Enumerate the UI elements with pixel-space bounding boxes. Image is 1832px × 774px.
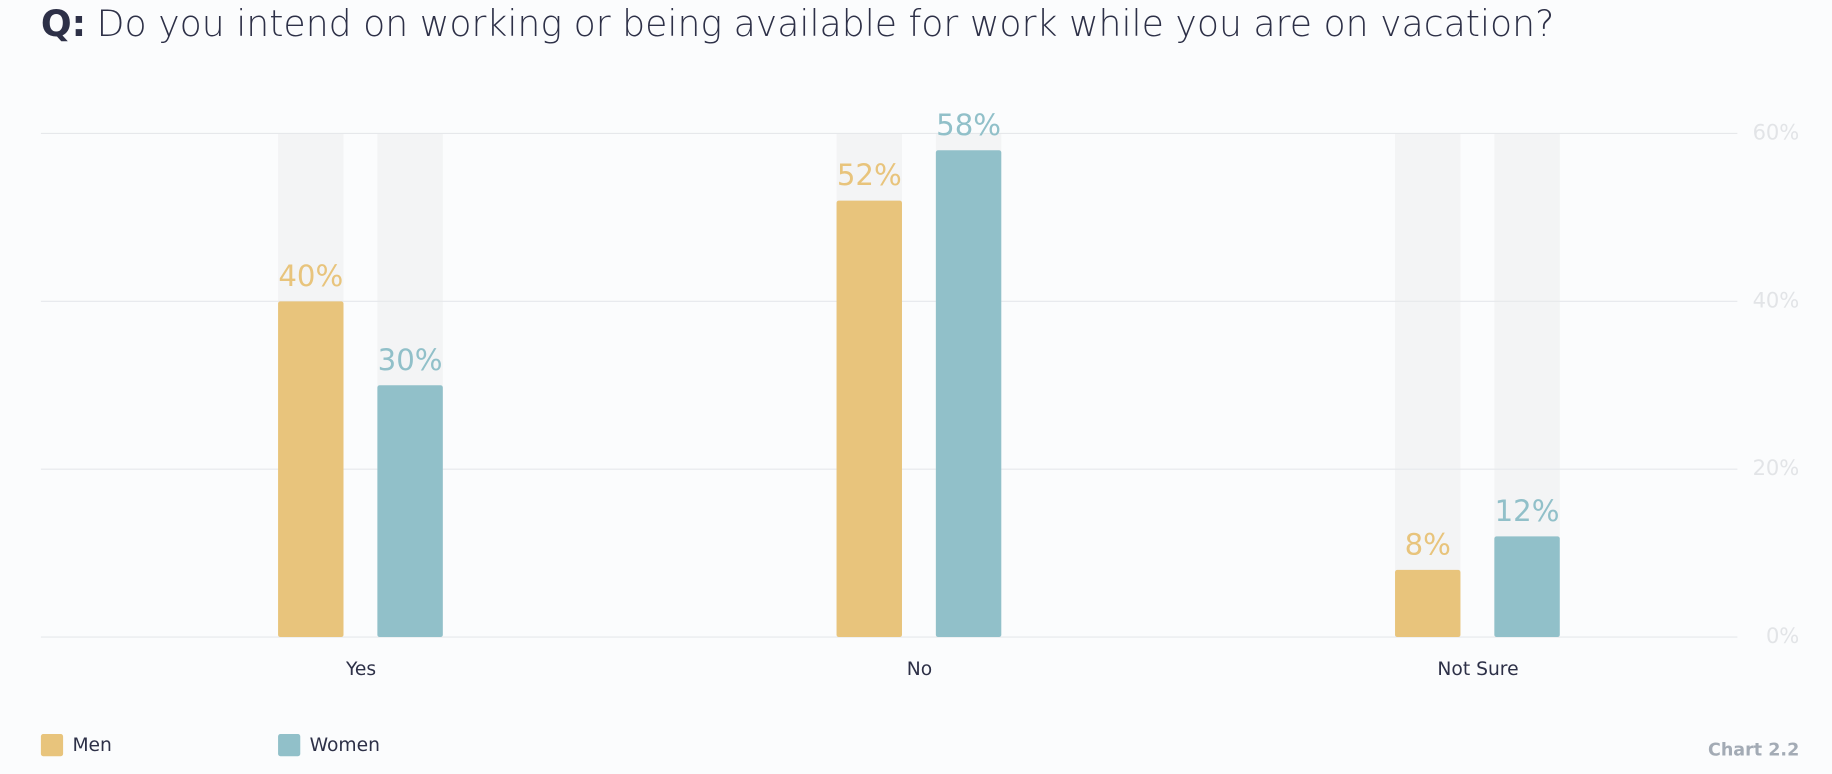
- y-tick-label: 60%: [1753, 119, 1800, 144]
- x-tick-label: No: [907, 659, 932, 680]
- data-label: 30%: [378, 343, 443, 377]
- data-label: 58%: [936, 108, 1001, 142]
- chart-title: Q: Do you intend on working or being avai…: [41, 2, 1554, 45]
- bar: [1494, 536, 1560, 638]
- legend-swatch: [278, 734, 301, 757]
- title-label: Q:: [41, 2, 86, 45]
- bar: [377, 385, 443, 638]
- data-label: 40%: [278, 259, 343, 293]
- legend-label: Women: [310, 735, 380, 756]
- x-tick-label: Not Sure: [1437, 659, 1518, 680]
- y-tick-label: 40%: [1753, 287, 1800, 312]
- bar-track: [1395, 133, 1461, 638]
- bar: [935, 150, 1002, 638]
- bar: [836, 200, 902, 638]
- title-text: Do you intend on working or being availa…: [97, 2, 1555, 45]
- bar: [1395, 569, 1461, 638]
- bar: [278, 301, 344, 638]
- legend-label: Men: [72, 735, 111, 756]
- data-label: 8%: [1405, 528, 1451, 562]
- legend-swatch: [40, 734, 64, 757]
- y-tick-label: 20%: [1753, 455, 1800, 480]
- data-label: 12%: [1495, 494, 1560, 528]
- data-label: 52%: [837, 158, 902, 192]
- chart-label: Chart 2.2: [1708, 740, 1799, 760]
- y-tick-label: 0%: [1766, 623, 1799, 648]
- x-tick-label: Yes: [345, 659, 376, 680]
